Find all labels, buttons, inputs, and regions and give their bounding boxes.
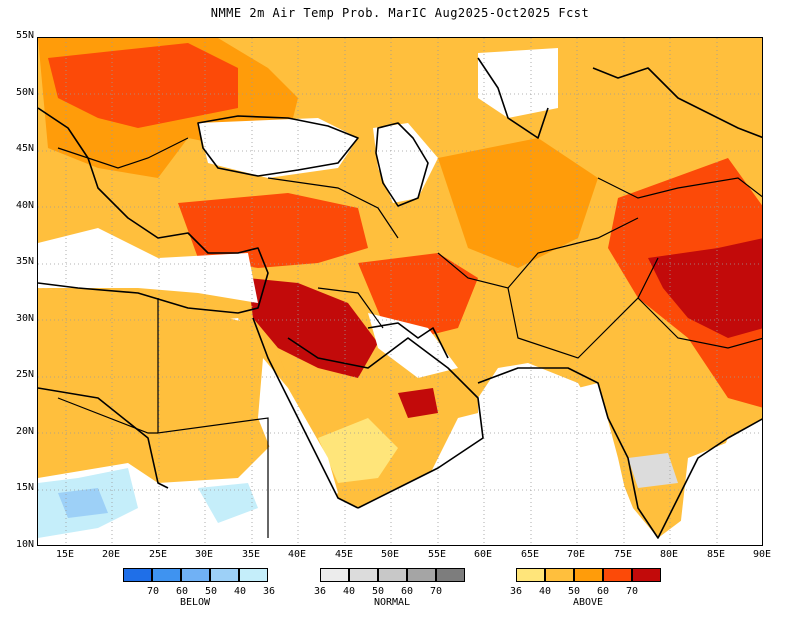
lon-label-80e: 80E <box>659 549 679 560</box>
legend-below-value: 70 <box>146 586 160 597</box>
legend-normal-swatch <box>407 568 436 582</box>
legend-below-value: 40 <box>233 586 247 597</box>
lon-label-15e: 15E <box>55 549 75 560</box>
legend-normal-swatch <box>349 568 378 582</box>
lat-label-15n: 15N <box>15 482 34 493</box>
coastlines <box>38 57 762 539</box>
legend-above-swatch <box>545 568 574 582</box>
lon-label-35e: 35E <box>241 549 261 560</box>
legend-below-swatch <box>123 568 152 582</box>
probability-field <box>38 38 762 545</box>
legend-normal-value: 40 <box>342 586 356 597</box>
legend-above-swatch <box>632 568 661 582</box>
legend-below-swatch <box>210 568 239 582</box>
lat-label-35n: 35N <box>15 256 34 267</box>
legend-normal-value: 60 <box>400 586 414 597</box>
legend-normal-value: 70 <box>429 586 443 597</box>
lat-label-10n: 10N <box>15 539 34 550</box>
legend-below-label: BELOW <box>179 597 211 608</box>
field-white-arabiansea <box>418 383 638 545</box>
lon-label-45e: 45E <box>334 549 354 560</box>
field-above-40-sahel <box>38 288 288 483</box>
field-white-kazakh <box>478 48 558 118</box>
lon-label-25e: 25E <box>148 549 168 560</box>
lon-label-60e: 60E <box>473 549 493 560</box>
field-above-70-levant-iraq <box>248 278 378 378</box>
lat-label-40n: 40N <box>15 200 34 211</box>
legend-normal-swatch <box>320 568 349 582</box>
lon-label-65e: 65E <box>520 549 540 560</box>
lat-label-55n: 55N <box>15 30 34 41</box>
lat-label-50n: 50N <box>15 87 34 98</box>
lon-label-30e: 30E <box>194 549 214 560</box>
field-above-60-centralasia <box>438 138 598 268</box>
legend-below-value: 60 <box>175 586 189 597</box>
legend-above-swatch <box>516 568 545 582</box>
lon-label-70e: 70E <box>566 549 586 560</box>
legend-normal-label: NORMAL <box>373 597 411 608</box>
legend-above-value: 60 <box>596 586 610 597</box>
legend-above-value: 40 <box>538 586 552 597</box>
field-above-70-yemen <box>398 388 438 418</box>
lat-label-20n: 20N <box>15 426 34 437</box>
field-above-70-eeurope <box>48 43 238 128</box>
legend-above-label: ABOVE <box>572 597 604 608</box>
legend-above-swatch <box>603 568 632 582</box>
field-above-36-arabia <box>318 418 398 483</box>
field-below-36-east <box>198 483 258 523</box>
graticule <box>38 38 762 545</box>
legend-above-value: 50 <box>567 586 581 597</box>
legend-above-swatch <box>574 568 603 582</box>
legend-normal-value: 36 <box>313 586 327 597</box>
field-normal-40 <box>628 453 678 488</box>
legend-below-value: 36 <box>262 586 276 597</box>
legend-below-value: 50 <box>204 586 218 597</box>
probability-map <box>37 37 763 546</box>
legend-below-swatch <box>239 568 268 582</box>
lon-label-75e: 75E <box>613 549 633 560</box>
country-borders <box>57 137 762 538</box>
lon-label-40e: 40E <box>287 549 307 560</box>
field-white-med <box>38 228 258 303</box>
lon-label-50e: 50E <box>380 549 400 560</box>
field-above-60-iran <box>358 253 478 338</box>
lat-label-30n: 30N <box>15 313 34 324</box>
map-title: NMME 2m Air Temp Prob. MarIC Aug2025-Oct… <box>210 6 590 20</box>
lon-label-90e: 90E <box>752 549 772 560</box>
lon-label-85e: 85E <box>706 549 726 560</box>
legend-above-value: 70 <box>625 586 639 597</box>
legend-normal-swatch <box>378 568 407 582</box>
legend-normal-value: 50 <box>371 586 385 597</box>
legend-above-value: 36 <box>509 586 523 597</box>
lon-label-20e: 20E <box>101 549 121 560</box>
field-white-gulf <box>368 313 458 378</box>
lat-label-25n: 25N <box>15 369 34 380</box>
field-white-blacksea <box>198 118 358 178</box>
legend-normal-swatch <box>436 568 465 582</box>
legend-below-swatch <box>152 568 181 582</box>
field-above-60-anatolia <box>178 193 368 268</box>
field-below-50 <box>58 488 108 518</box>
lat-label-45n: 45N <box>15 143 34 154</box>
legend-below-swatch <box>181 568 210 582</box>
map-canvas <box>38 38 762 545</box>
field-above-70-punjab <box>648 238 762 338</box>
lon-label-55e: 55E <box>427 549 447 560</box>
